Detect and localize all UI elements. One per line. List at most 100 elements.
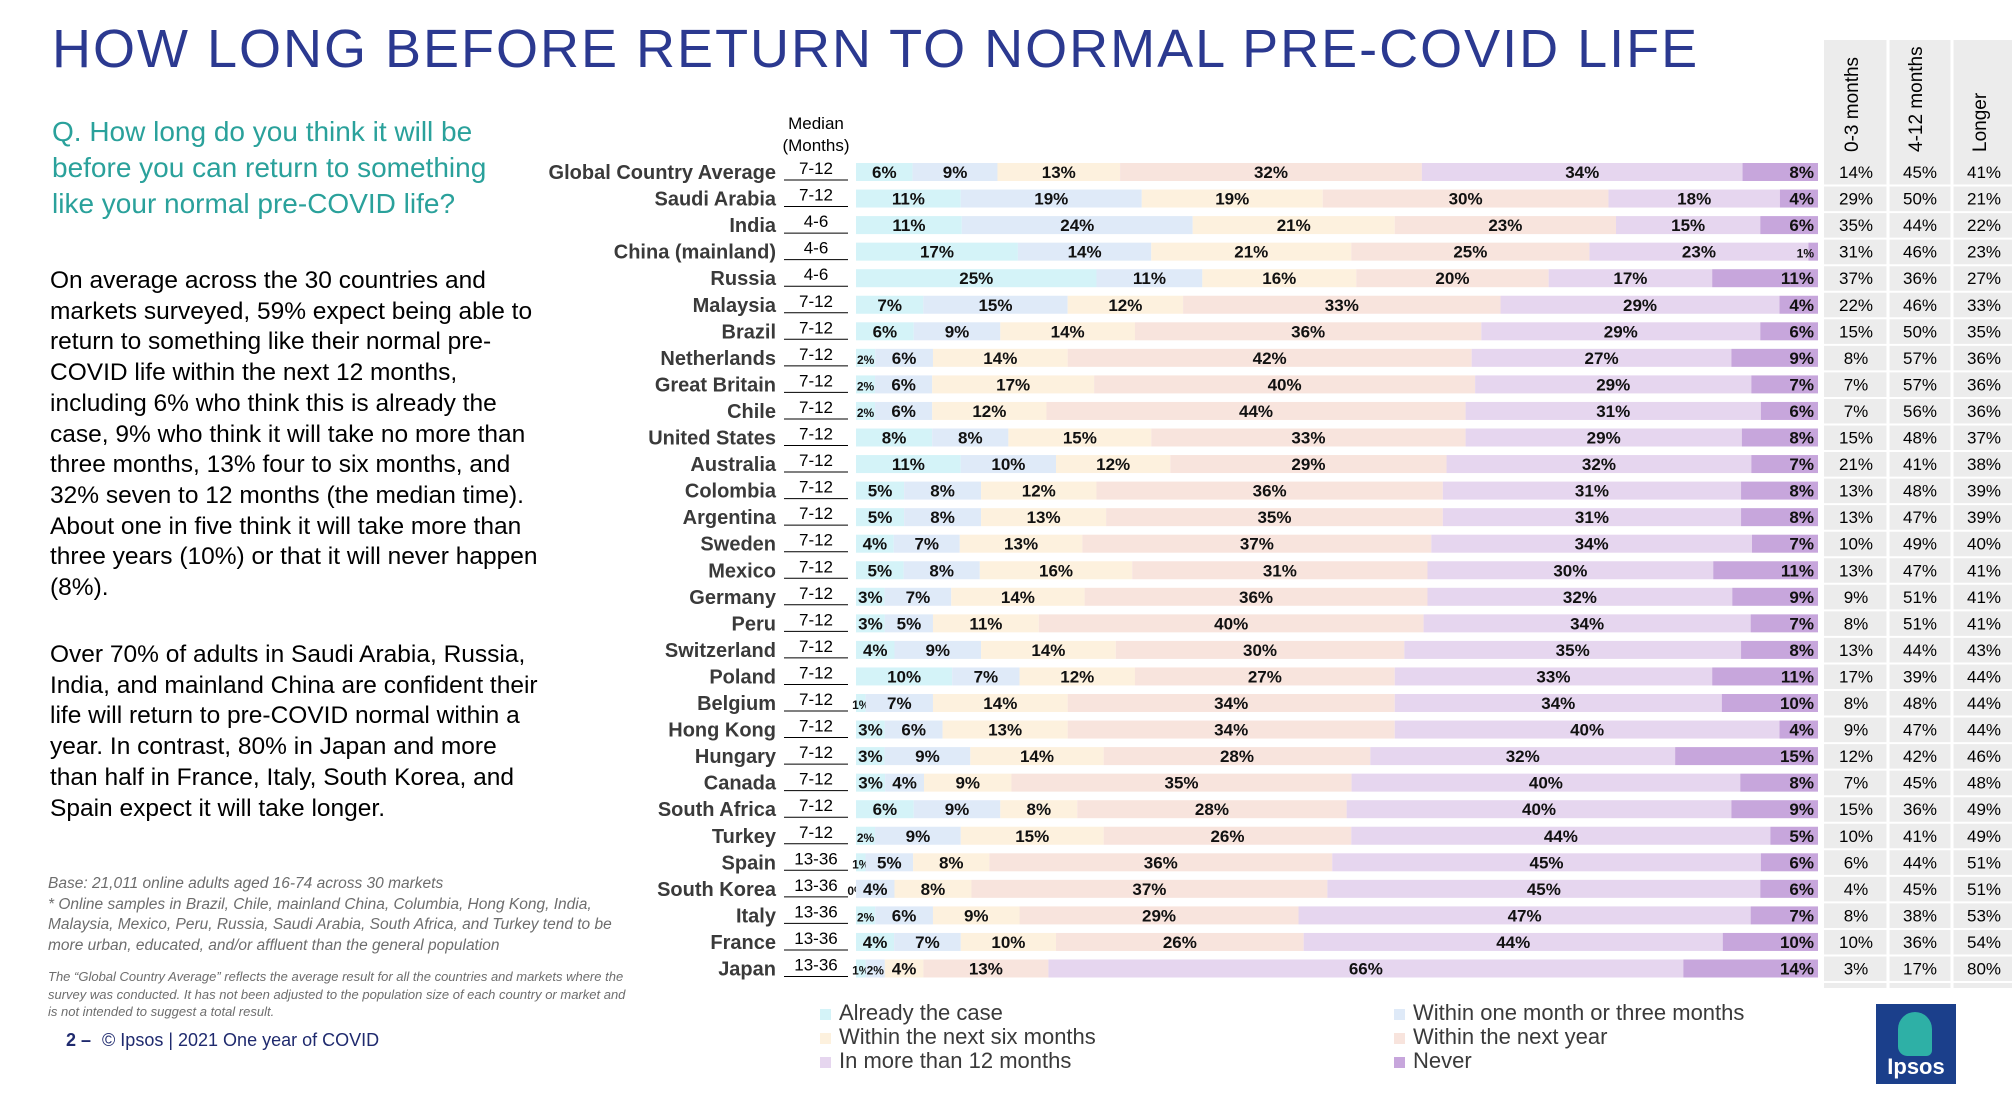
table-value: 36% [1903, 269, 1937, 288]
bar-data-label: 19% [1034, 190, 1068, 209]
table-value: 7% [1844, 375, 1869, 394]
bar-segment [1675, 747, 1818, 766]
table-value: 22% [1839, 296, 1873, 315]
bar-segment [856, 932, 895, 951]
bar-data-label: 31% [1263, 561, 1297, 580]
bar-data-label: 15% [978, 296, 1012, 315]
bar-segment [1332, 853, 1761, 872]
bar-segment [1731, 800, 1818, 819]
bar-data-label: 1% [852, 698, 870, 712]
bar-data-label: 2% [857, 379, 875, 393]
bar-segment [932, 401, 1047, 420]
median-value: 7-12 [799, 796, 833, 815]
bar-segment [959, 534, 1083, 553]
median-value: 13-36 [794, 876, 837, 895]
bar-data-label: 10% [1780, 694, 1814, 713]
bar-data-label: 11% [892, 455, 925, 474]
bar-segment [884, 614, 933, 633]
bar-data-label: 29% [1587, 429, 1621, 448]
bar-data-label: 45% [1530, 853, 1564, 872]
bar-data-label: 32% [1506, 747, 1540, 766]
page-title: HOW LONG BEFORE RETURN TO NORMAL PRE-COV… [52, 19, 1700, 79]
bar-segment [1351, 242, 1590, 261]
median-value: 4-6 [804, 265, 829, 284]
bar-segment [1423, 614, 1751, 633]
bar-segment [924, 773, 1012, 792]
logo-text: Ipsos [1887, 1054, 1945, 1079]
bar-data-label: 2% [857, 406, 875, 420]
median-value: 13-36 [794, 849, 837, 868]
median-value: 7-12 [799, 690, 833, 709]
table-value: 36% [1903, 933, 1937, 952]
table-value: 44% [1967, 694, 2001, 713]
country-label: Japan [718, 959, 776, 981]
bar-data-label: 6% [1789, 880, 1814, 899]
table-value: 41% [1967, 588, 2001, 607]
bar-data-label: 6% [873, 322, 898, 341]
chart-legend: Already the case Within one month or thre… [820, 1000, 1780, 1080]
bar-segment [856, 534, 894, 553]
bar-data-label: 5% [877, 853, 902, 872]
bar-data-label: 32% [1582, 455, 1616, 474]
bar-data-label: 7% [1789, 535, 1814, 554]
table-value: 46% [1903, 243, 1937, 262]
table-value: 80% [1967, 960, 2001, 979]
bar-data-label: 34% [1214, 694, 1248, 713]
bar-segment [1760, 879, 1818, 898]
bar-segment [1442, 508, 1742, 527]
bar-data-label: 17% [1613, 269, 1647, 288]
bar-data-label: 8% [1789, 508, 1814, 527]
bar-segment [1779, 189, 1818, 208]
survey-question: Q. How long do you think it will be befo… [52, 116, 487, 219]
country-label: Brazil [722, 321, 776, 343]
bar-segment [1038, 614, 1424, 633]
bar-segment [1351, 826, 1771, 845]
bar-segment [1327, 879, 1761, 898]
bar-data-label: 6% [1789, 402, 1814, 421]
bar-data-label: 18% [1677, 190, 1711, 209]
bar-segment [1779, 295, 1818, 314]
bar-data-label: 35% [1556, 641, 1590, 660]
bar-data-label: 9% [906, 827, 931, 846]
bar-data-label: 29% [1291, 455, 1325, 474]
bar-segment [1421, 163, 1743, 181]
table-value: 39% [1903, 667, 1937, 686]
bar-segment [894, 879, 972, 898]
bar-segment [856, 428, 933, 447]
bar-segment [1056, 455, 1171, 474]
bar-segment [1096, 269, 1203, 288]
median-value: 7-12 [799, 159, 833, 178]
legend-label: Within one month or three months [1413, 1000, 1745, 1025]
bar-data-label: 1% [1797, 247, 1815, 261]
table-value: 48% [1903, 482, 1937, 501]
bar-data-label: 29% [1596, 375, 1630, 394]
bar-data-label: 8% [1026, 800, 1051, 819]
table-value: 17% [1903, 960, 1937, 979]
bar-data-label: 2% [867, 964, 885, 978]
base-note: Base: 21,011 online adults aged 16-74 ac… [48, 874, 648, 956]
bar-segment [1404, 640, 1742, 659]
table-value: 51% [1903, 614, 1937, 633]
country-label: Spain [722, 852, 776, 874]
country-label: Netherlands [660, 348, 776, 370]
bar-data-label: 10% [991, 455, 1025, 474]
bar-data-label: 31% [1575, 508, 1609, 527]
table-value: 15% [1839, 322, 1873, 341]
bar-segment [856, 640, 895, 659]
bar-segment [1741, 481, 1818, 500]
bar-data-label: 36% [1253, 482, 1287, 501]
table-value: 39% [1967, 508, 2001, 527]
bar-data-label: 9% [955, 774, 980, 793]
bar-segment [856, 401, 876, 420]
bar-segment [1394, 720, 1780, 739]
bar-segment [856, 295, 924, 314]
bar-data-label: 7% [915, 933, 940, 952]
bar-data-label: 9% [1789, 349, 1814, 368]
bar-data-label: 33% [1325, 296, 1359, 315]
bar-data-label: 25% [1453, 243, 1487, 262]
bar-segment [1132, 561, 1428, 580]
bar-segment [1608, 189, 1780, 208]
bar-segment [1475, 375, 1752, 394]
bar-data-label: 44% [1239, 402, 1273, 421]
bar-segment [1141, 189, 1323, 208]
